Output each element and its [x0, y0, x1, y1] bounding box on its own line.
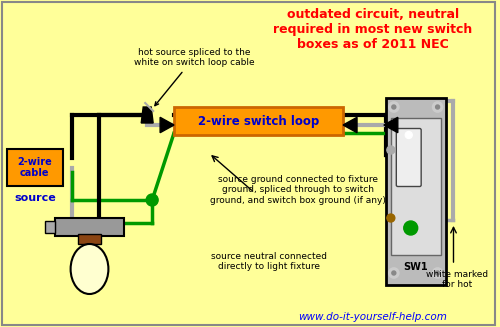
Circle shape	[389, 268, 399, 278]
Circle shape	[436, 105, 440, 109]
Text: 2-wire
cable: 2-wire cable	[18, 157, 52, 178]
Bar	[78, 234, 102, 244]
Text: source neutral connected
directly to light fixture: source neutral connected directly to lig…	[210, 252, 326, 271]
FancyBboxPatch shape	[396, 129, 421, 186]
Bar	[386, 98, 446, 285]
Circle shape	[432, 268, 442, 278]
Circle shape	[436, 271, 440, 275]
Circle shape	[387, 146, 395, 154]
Text: source ground connected to fixture
ground, spliced through to switch
ground, and: source ground connected to fixture groun…	[210, 175, 386, 205]
Text: hot source spliced to the
white on switch loop cable: hot source spliced to the white on switc…	[134, 48, 254, 106]
Bar	[391, 118, 440, 255]
Circle shape	[432, 102, 442, 112]
Circle shape	[392, 271, 396, 275]
Text: white marked
for hot: white marked for hot	[426, 270, 488, 289]
Circle shape	[406, 131, 412, 139]
Circle shape	[392, 105, 396, 109]
Circle shape	[146, 194, 158, 206]
Polygon shape	[141, 107, 153, 123]
Polygon shape	[343, 117, 357, 133]
Polygon shape	[160, 117, 174, 133]
Circle shape	[389, 102, 399, 112]
Bar	[45, 221, 54, 233]
Polygon shape	[384, 117, 398, 133]
Circle shape	[404, 221, 417, 235]
Bar	[54, 218, 124, 236]
FancyBboxPatch shape	[7, 149, 62, 186]
Circle shape	[387, 214, 395, 222]
Text: source: source	[14, 193, 56, 203]
Ellipse shape	[70, 244, 108, 294]
Text: www.do-it-yourself-help.com: www.do-it-yourself-help.com	[298, 312, 448, 322]
Text: 2-wire switch loop: 2-wire switch loop	[198, 114, 319, 128]
Bar	[174, 107, 343, 135]
Text: outdated circuit, neutral
required in most new switch
boxes as of 2011 NEC: outdated circuit, neutral required in mo…	[274, 8, 472, 51]
Text: SW1: SW1	[404, 262, 428, 272]
